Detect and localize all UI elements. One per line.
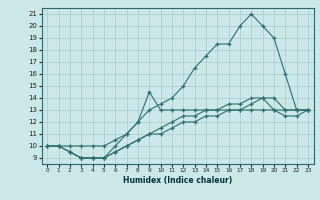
- X-axis label: Humidex (Indice chaleur): Humidex (Indice chaleur): [123, 176, 232, 185]
